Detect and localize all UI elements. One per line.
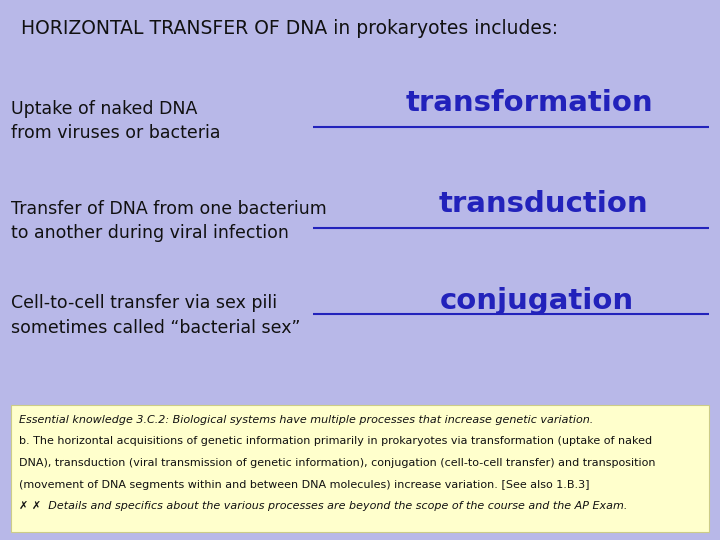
Text: DNA), transduction (viral transmission of genetic information), conjugation (cel: DNA), transduction (viral transmission o…	[19, 458, 656, 468]
Text: (movement of DNA segments within and between DNA molecules) increase variation. : (movement of DNA segments within and bet…	[19, 480, 590, 490]
Text: HORIZONTAL TRANSFER OF DNA in prokaryotes includes:: HORIZONTAL TRANSFER OF DNA in prokaryote…	[20, 19, 558, 38]
Text: transformation: transformation	[405, 89, 653, 117]
Text: Essential knowledge 3.C.2: Biological systems have multiple processes that incre: Essential knowledge 3.C.2: Biological sy…	[19, 415, 594, 425]
Text: transduction: transduction	[438, 190, 649, 218]
Text: Cell-to-cell transfer via sex pili
sometimes called “bacterial sex”: Cell-to-cell transfer via sex pili somet…	[11, 294, 300, 336]
Text: Uptake of naked DNA
from viruses or bacteria: Uptake of naked DNA from viruses or bact…	[11, 100, 220, 142]
Text: conjugation: conjugation	[439, 287, 634, 315]
Text: ✗ ✗  Details and specifics about the various processes are beyond the scope of t: ✗ ✗ Details and specifics about the vari…	[19, 501, 628, 511]
FancyBboxPatch shape	[11, 405, 709, 532]
Text: b. The horizontal acquisitions of genetic information primarily in prokaryotes v: b. The horizontal acquisitions of geneti…	[19, 436, 652, 447]
Text: Transfer of DNA from one bacterium
to another during viral infection: Transfer of DNA from one bacterium to an…	[11, 200, 327, 242]
